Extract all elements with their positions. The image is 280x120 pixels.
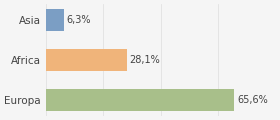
Text: 6,3%: 6,3% <box>67 15 91 25</box>
Text: 28,1%: 28,1% <box>129 55 160 65</box>
Text: 65,6%: 65,6% <box>237 95 268 105</box>
Bar <box>46 9 64 31</box>
Bar <box>46 89 234 111</box>
Bar <box>46 49 127 71</box>
